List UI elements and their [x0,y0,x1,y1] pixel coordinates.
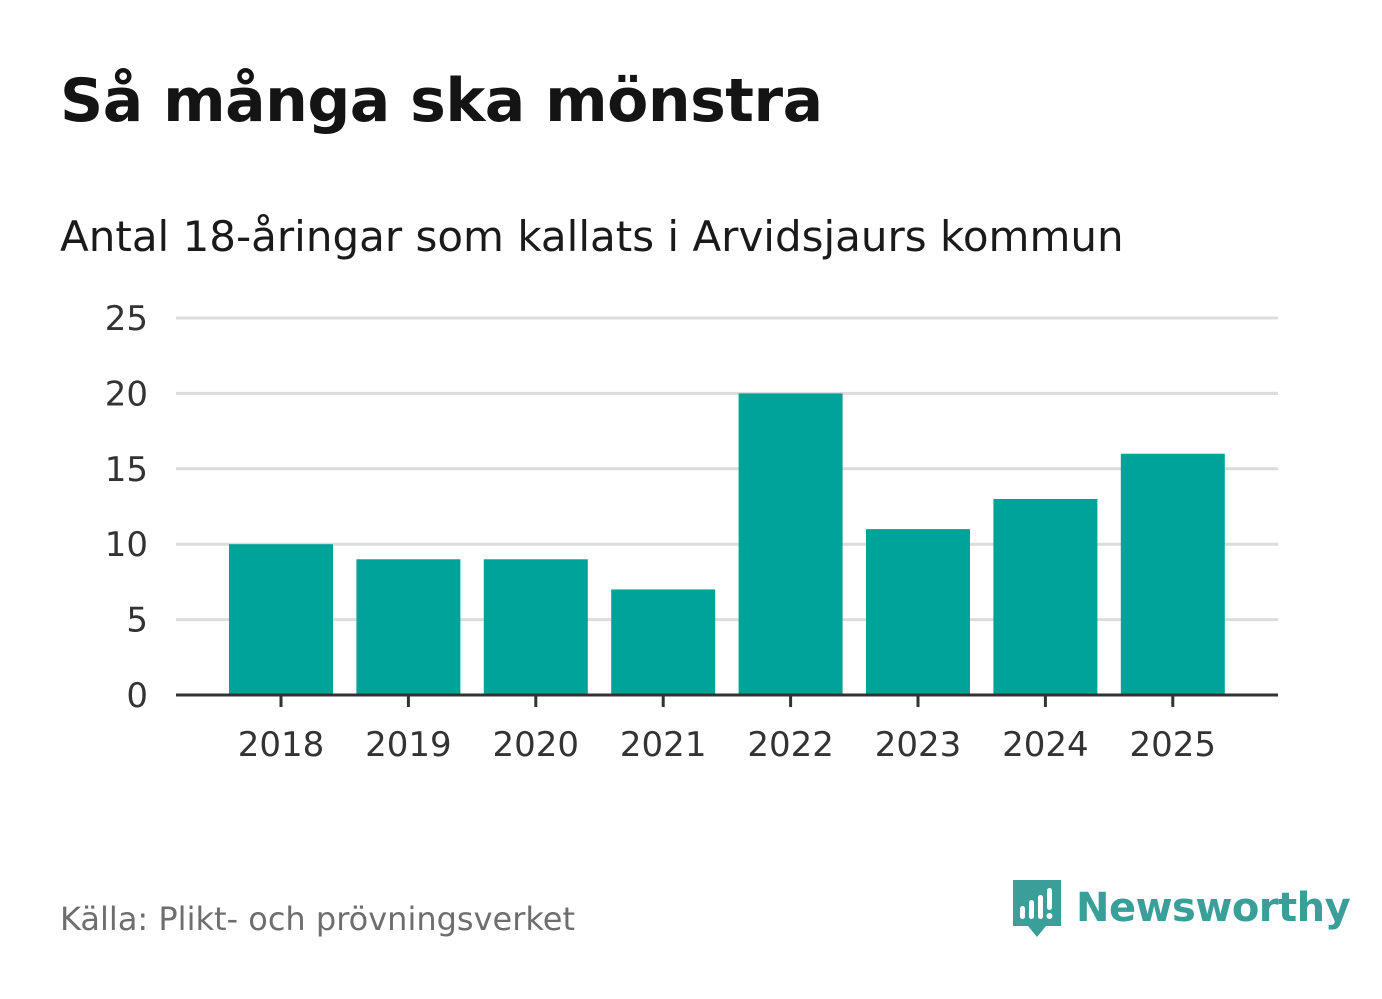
gridlines [176,316,1278,622]
bar [1120,453,1225,695]
source-note: Källa: Plikt- och prövningsverket [60,900,575,938]
bar [229,544,333,695]
x-tick-label: 2025 [1130,725,1217,765]
bar [738,393,843,695]
bar [356,559,461,695]
y-tick-label: 10 [105,525,148,565]
x-tick-label: 2018 [238,725,325,765]
bar [993,498,1098,695]
chart-subtitle: Antal 18-åringar som kallats i Arvidsjau… [60,212,1124,261]
bars [229,393,1225,695]
y-tick-label: 15 [105,450,148,490]
bar [483,559,588,695]
x-tick-label: 2022 [747,725,834,765]
x-tick-label: 2020 [493,725,580,765]
x-axis [176,693,1278,707]
bar [611,589,716,695]
y-axis-ticks: 0 5 10 15 20 25 [105,299,148,716]
x-tick-label: 2021 [620,725,707,765]
y-tick-label: 0 [126,676,148,716]
x-tick-label: 2024 [1002,725,1089,765]
brand-name: Newsworthy [1076,885,1351,931]
x-tick-label: 2019 [365,725,452,765]
x-tick-label: 2023 [875,725,962,765]
x-axis-ticks: 2018 2019 2020 2021 2022 2023 2024 2025 [238,725,1216,765]
newsworthy-logo-icon [1013,880,1061,937]
chart-title: Så många ska mönstra [60,66,823,136]
bar [866,529,970,695]
y-tick-label: 20 [105,374,148,414]
brand-logo: Newsworthy [1010,877,1351,939]
y-tick-label: 5 [126,601,148,641]
y-tick-label: 25 [105,299,148,339]
